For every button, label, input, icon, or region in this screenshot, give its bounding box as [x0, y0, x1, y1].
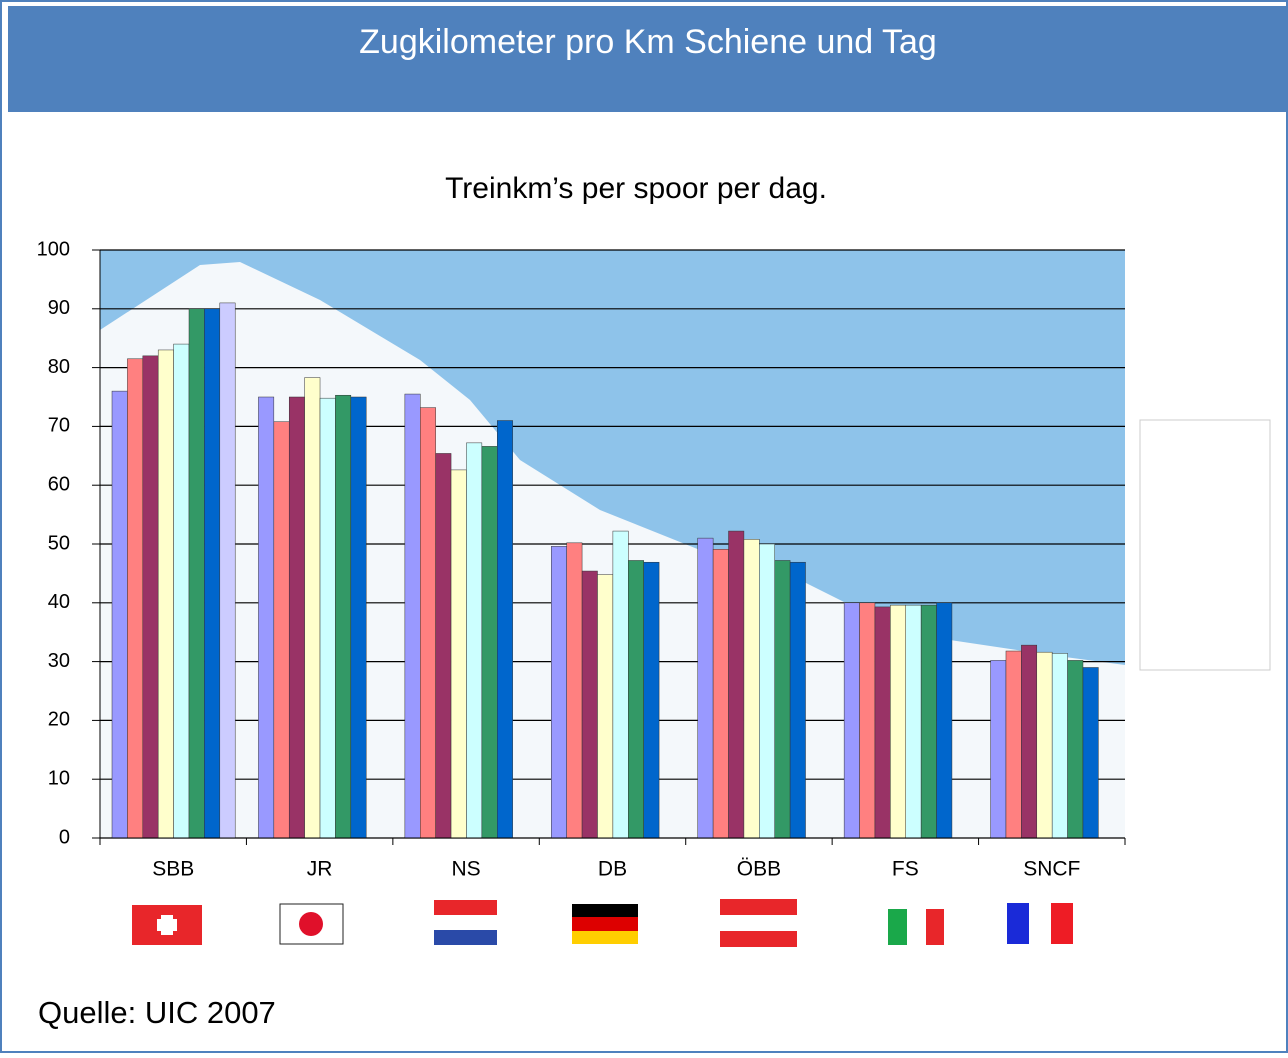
legend-box: [1139, 419, 1271, 671]
y-tick-label: 20: [48, 709, 70, 731]
bar: [204, 308, 221, 839]
y-tick-label: 80: [48, 356, 70, 378]
bar: [597, 574, 614, 839]
bar: [743, 539, 760, 839]
bar: [643, 561, 660, 839]
bar: [1051, 653, 1068, 839]
slide-title: Zugkilometer pro Km Schiene und Tag: [359, 23, 937, 61]
bar: [481, 446, 498, 839]
bar: [712, 549, 729, 839]
x-tick-label: JR: [307, 858, 333, 881]
bar: [1067, 660, 1084, 839]
bar: [874, 606, 891, 839]
bar: [188, 308, 205, 839]
x-tick-label: ÖBB: [737, 858, 781, 881]
bar: [173, 343, 190, 839]
bar: [905, 604, 922, 839]
bar: [127, 358, 144, 839]
bar: [628, 560, 644, 839]
flags: [132, 899, 1073, 947]
bar: [1036, 651, 1053, 839]
bar: [581, 570, 598, 839]
bar: [551, 546, 567, 839]
y-tick-label: 10: [48, 767, 70, 789]
bar: [497, 420, 513, 839]
bar: [774, 560, 791, 839]
x-tick-label: SNCF: [1023, 858, 1080, 881]
bar: [759, 543, 775, 839]
bar: [335, 394, 352, 839]
bar: [273, 421, 290, 839]
bar: [420, 407, 436, 839]
bar: [566, 542, 583, 839]
bar: [920, 604, 937, 839]
bar: [219, 302, 236, 839]
bar: [1082, 667, 1099, 839]
plot: 0 10 20 30 40 50 60 70 80 90 100 SBB JR NS DB ÖBB FS SNCF…: [37, 238, 1231, 880]
bar: [435, 453, 452, 839]
y-tick-label: 30: [48, 650, 70, 672]
x-tick-label: SBB: [152, 858, 194, 881]
bar: [304, 377, 321, 839]
x-tick-label: DB: [598, 858, 627, 881]
y-tick-label: 100: [37, 238, 70, 260]
bar: [890, 604, 906, 839]
bar: [450, 469, 467, 839]
bar: [859, 602, 876, 839]
bar: [1005, 650, 1022, 839]
x-tick-label: NS: [451, 858, 480, 881]
y-tick-label: 90: [48, 297, 70, 319]
bar: [350, 396, 367, 839]
bar: [789, 561, 806, 839]
title-band: [8, 6, 1288, 112]
y-tick-label: 70: [48, 415, 70, 437]
bar: [288, 396, 305, 839]
bar: [111, 390, 128, 839]
y-tick-label: 0: [59, 826, 70, 848]
bar: [319, 397, 336, 839]
y-tick-label: 40: [48, 591, 70, 613]
bar: [936, 602, 953, 839]
y-tick-label: 60: [48, 473, 70, 495]
bar: [258, 396, 275, 839]
bar: [728, 530, 745, 839]
bar: [612, 530, 629, 839]
y-tick-label: 50: [48, 532, 70, 554]
bar: [142, 355, 159, 839]
source-note: Quelle: UIC 2007: [38, 995, 276, 1030]
chart-subtitle: Treinkm’s per spoor per dag.: [445, 172, 827, 205]
bar: [697, 537, 714, 839]
bar: [157, 349, 174, 839]
bar: [404, 393, 421, 839]
bar: [990, 660, 1007, 839]
x-tick-label: FS: [892, 858, 919, 881]
bar: [466, 442, 483, 839]
bar: [843, 602, 860, 839]
bar: [1021, 644, 1038, 839]
